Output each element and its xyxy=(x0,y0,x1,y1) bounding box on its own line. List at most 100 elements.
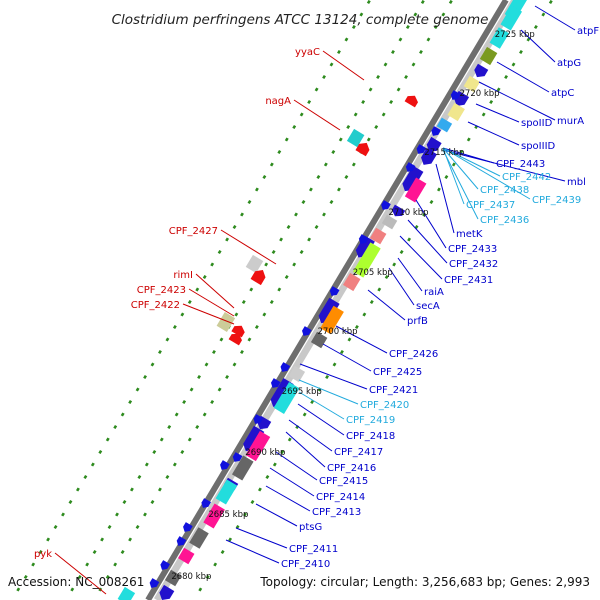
reverse-gene-label: CPF_2423 xyxy=(137,285,186,296)
tick-mark xyxy=(107,438,109,441)
tick-mark xyxy=(137,526,139,529)
reverse-gene-label: pyk xyxy=(34,549,52,560)
tick-mark xyxy=(189,438,191,441)
tick-mark xyxy=(234,363,236,366)
tick-mark xyxy=(543,13,545,16)
tick-mark xyxy=(323,76,325,79)
scale-label: 2690 kbp xyxy=(245,448,285,458)
forward-gene-label: CPF_2426 xyxy=(389,349,438,360)
tick-mark xyxy=(271,301,273,304)
forward-gene-label: CPF_2420 xyxy=(360,400,409,411)
forward-gene-label: mbl xyxy=(567,177,586,188)
tick-mark xyxy=(70,501,72,504)
forward-gene-label: CPF_2437 xyxy=(466,200,515,211)
tick-mark xyxy=(371,301,373,304)
tick-mark xyxy=(241,213,243,216)
tick-mark xyxy=(273,251,275,254)
tick-mark xyxy=(520,51,522,54)
tick-mark xyxy=(159,351,161,354)
tick-mark xyxy=(289,438,291,441)
tick-mark xyxy=(265,263,267,266)
tick-mark xyxy=(267,476,269,479)
tick-mark xyxy=(550,1,552,4)
forward-gene-label: metK xyxy=(456,229,483,240)
tick-mark xyxy=(278,151,280,154)
tick-mark xyxy=(304,413,306,416)
tick-mark xyxy=(390,101,392,104)
leader-line xyxy=(476,104,519,122)
tick-mark xyxy=(183,401,185,404)
forward-gene-label: murA xyxy=(557,116,584,127)
tick-mark xyxy=(196,426,198,429)
tick-mark xyxy=(323,213,325,216)
tick-mark xyxy=(167,476,169,479)
tick-mark xyxy=(301,251,303,254)
tick-mark xyxy=(422,1,424,4)
tick-mark xyxy=(213,351,215,354)
leader-line xyxy=(286,432,325,467)
tick-mark xyxy=(129,538,131,541)
forward-gene-label: secA xyxy=(416,301,440,312)
tick-mark xyxy=(416,226,418,229)
tick-mark xyxy=(204,276,206,279)
tick-mark xyxy=(32,563,34,566)
tick-mark xyxy=(401,251,403,254)
tick-mark xyxy=(392,51,394,54)
tick-mark xyxy=(161,438,163,441)
tick-mark xyxy=(114,426,116,429)
tick-mark xyxy=(204,413,206,416)
leader-line xyxy=(535,6,575,30)
tick-mark xyxy=(259,488,261,491)
tick-mark xyxy=(375,126,377,129)
scale-label: 2720 kbp xyxy=(460,89,500,99)
tick-mark xyxy=(301,113,303,116)
tick-mark xyxy=(219,251,221,254)
tick-mark xyxy=(55,526,57,529)
forward-gene-label: CPF_2438 xyxy=(480,185,529,196)
tick-mark xyxy=(280,238,282,241)
tick-mark xyxy=(293,126,295,129)
reverse-gene xyxy=(405,93,420,108)
tick-mark xyxy=(196,288,198,291)
tick-mark xyxy=(122,413,124,416)
forward-gene-label: CPF_2419 xyxy=(346,415,395,426)
tick-mark xyxy=(92,463,94,466)
tick-mark xyxy=(167,338,169,341)
tick-mark xyxy=(340,138,342,141)
tick-mark xyxy=(250,288,252,291)
tick-mark xyxy=(383,113,385,116)
tick-mark xyxy=(159,488,161,491)
forward-gene-label: prfB xyxy=(407,316,428,327)
tick-mark xyxy=(431,201,433,204)
tick-mark xyxy=(264,176,266,179)
tick-mark xyxy=(129,401,131,404)
forward-gene-label: ptsG xyxy=(299,522,322,533)
tick-mark xyxy=(490,101,492,104)
accession-text: Accession: NC_008261 xyxy=(8,575,144,589)
scale-label: 2705 kbp xyxy=(353,268,393,278)
tick-mark xyxy=(174,463,176,466)
leader-line xyxy=(408,220,447,263)
forward-gene-label: CPF_2411 xyxy=(289,544,338,555)
tick-mark xyxy=(405,76,407,79)
tick-mark xyxy=(226,376,228,379)
tick-mark xyxy=(153,451,155,454)
leader-line xyxy=(256,504,297,526)
tick-mark xyxy=(131,488,133,491)
tick-mark xyxy=(325,163,327,166)
tick-mark xyxy=(256,326,258,329)
tick-mark xyxy=(535,26,537,29)
tick-mark xyxy=(446,176,448,179)
tick-mark xyxy=(181,451,183,454)
tick-mark xyxy=(347,126,349,129)
forward-gene-label: CPF_2425 xyxy=(373,367,422,378)
tick-mark xyxy=(234,226,236,229)
tick-mark xyxy=(152,363,154,366)
reverse-gene-label: nagA xyxy=(265,96,291,107)
tick-mark xyxy=(338,51,340,54)
tick-mark xyxy=(241,351,243,354)
leader-line xyxy=(300,364,367,389)
leader-line xyxy=(436,164,454,233)
reverse-gene-label: rimI xyxy=(173,270,193,281)
tick-mark xyxy=(303,201,305,204)
